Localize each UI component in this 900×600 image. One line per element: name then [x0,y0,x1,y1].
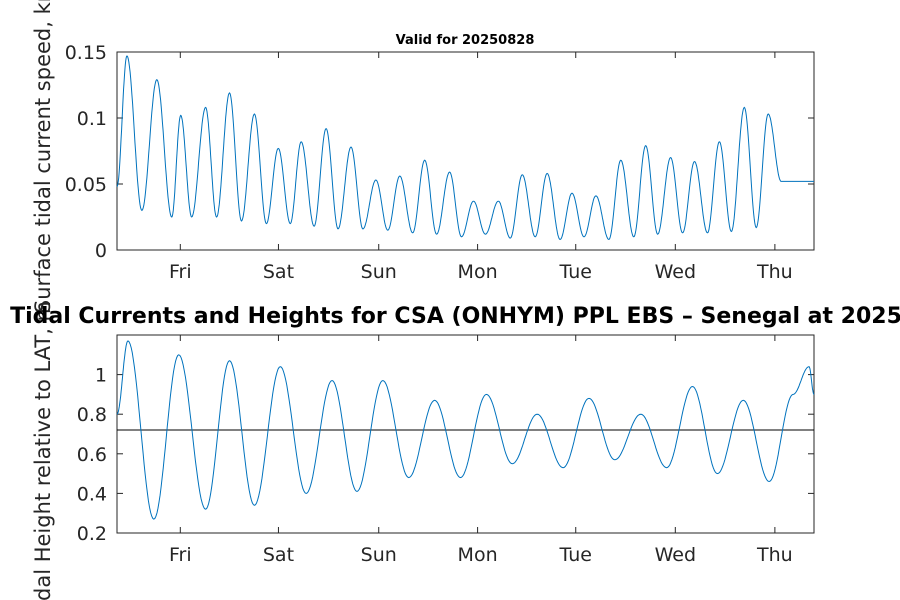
tidal-height-x-tick-label: Fri [169,544,192,566]
tidal-height-panel: 0.2 0.4 0.6 0.8 1 Fri Sat Sun Mon Tue Wed Thu Tida… [31,301,815,600]
current-speed-series-line [116,55,814,240]
current-speed-chart-title: Valid for 20250828 [396,33,535,48]
tidal-height-y-tick-label: 0.2 [77,523,107,545]
tidal-height-y-tick-label: 0.6 [77,444,107,466]
current-speed-x-tick-label: Sat [263,261,294,283]
tidal-height-x-tick-label: Sat [263,544,294,566]
tidal-height-x-tick-label: Thu [756,544,793,566]
main-chart-title: Tidal Currents and Heights for CSA (ONHY… [10,304,900,329]
tidal-height-axes-box [116,334,815,534]
tidal-height-x-tick-label: Sun [361,544,397,566]
current-speed-axes-box [116,51,815,251]
current-speed-y-tick-label: 0.05 [65,174,107,196]
current-speed-x-tick-label: Sun [361,261,397,283]
tidal-height-series-line [116,340,815,520]
current-speed-x-tick-label: Tue [559,261,592,283]
tidal-height-x-tick-label: Tue [559,544,592,566]
current-speed-x-tick-label: Fri [169,261,192,283]
tidal-height-y-axis-label: Tidal Height relative to LAT, m [31,301,55,600]
current-speed-y-axis-label: Surface tidal current speed, kn [31,0,55,313]
tidal-height-y-tick-label: 0.4 [77,483,107,505]
current-speed-x-tick-label: Wed [655,261,696,283]
current-speed-x-tick-label: Mon [458,261,498,283]
current-speed-panel: Valid for 20250828 0 0.05 0.1 0.15 Fri Sat Su… [31,0,815,313]
tidal-height-x-tick-label: Mon [458,544,498,566]
current-speed-x-tick-label: Thu [756,261,793,283]
tidal-height-y-tick-label: 1 [95,365,107,387]
current-speed-y-tick-label: 0.15 [65,42,107,64]
current-speed-y-tick-label: 0 [95,240,107,262]
tidal-height-y-tick-label: 0.8 [77,404,107,426]
current-speed-y-tick-label: 0.1 [77,108,107,130]
tidal-height-x-tick-label: Wed [655,544,696,566]
